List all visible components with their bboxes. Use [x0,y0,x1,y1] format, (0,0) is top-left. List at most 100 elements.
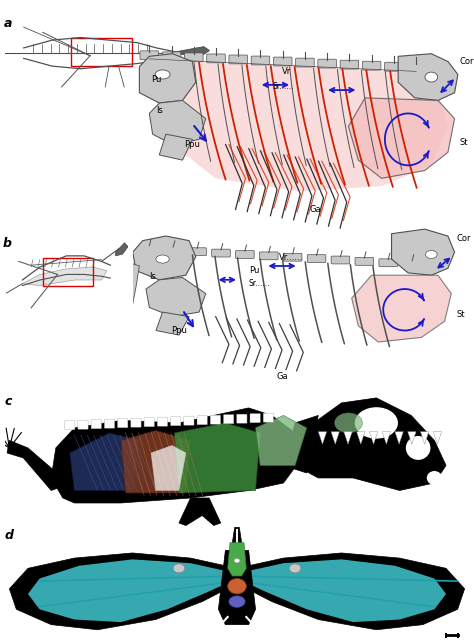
Ellipse shape [155,70,170,79]
Polygon shape [344,431,352,444]
FancyBboxPatch shape [188,248,206,255]
FancyBboxPatch shape [283,253,302,261]
Polygon shape [295,398,446,490]
Ellipse shape [229,596,245,607]
Polygon shape [121,431,191,493]
FancyBboxPatch shape [164,246,182,254]
Polygon shape [139,54,196,103]
Polygon shape [149,100,206,145]
FancyBboxPatch shape [307,255,326,262]
FancyBboxPatch shape [236,250,254,259]
Polygon shape [408,431,416,444]
Text: Pu: Pu [151,76,161,84]
Polygon shape [433,431,442,444]
Text: Vr: Vr [282,67,292,77]
FancyBboxPatch shape [184,416,194,425]
Text: Ppu: Ppu [171,326,187,335]
FancyBboxPatch shape [273,57,292,66]
Text: Ppu: Ppu [184,140,201,149]
FancyBboxPatch shape [91,420,101,429]
Bar [44,258,93,285]
Polygon shape [182,61,448,191]
FancyBboxPatch shape [407,63,425,72]
Polygon shape [398,54,458,100]
FancyBboxPatch shape [224,415,234,424]
Polygon shape [151,445,186,490]
Text: Vr......: Vr...... [279,253,303,262]
Text: St: St [459,138,468,147]
FancyBboxPatch shape [250,413,260,422]
FancyBboxPatch shape [237,414,247,423]
FancyBboxPatch shape [379,259,398,267]
Text: Ga: Ga [276,372,288,381]
FancyBboxPatch shape [104,419,115,428]
Polygon shape [395,431,403,444]
FancyBboxPatch shape [207,54,225,63]
Polygon shape [28,559,237,622]
Polygon shape [22,267,107,285]
FancyBboxPatch shape [318,59,337,68]
Ellipse shape [173,564,185,573]
Text: Sr......: Sr...... [272,82,293,91]
Polygon shape [156,312,189,335]
FancyBboxPatch shape [210,415,220,424]
Text: Cor: Cor [456,234,471,243]
Polygon shape [51,408,302,503]
Polygon shape [230,527,244,568]
FancyBboxPatch shape [362,61,381,70]
FancyBboxPatch shape [78,420,88,429]
FancyBboxPatch shape [131,418,141,427]
Polygon shape [382,431,391,444]
Ellipse shape [428,472,441,484]
FancyBboxPatch shape [140,245,159,253]
Text: Cor: Cor [459,57,474,66]
Text: St: St [456,310,465,319]
Polygon shape [175,47,210,54]
Text: c: c [5,396,12,408]
Ellipse shape [228,579,246,594]
FancyBboxPatch shape [144,418,155,427]
FancyBboxPatch shape [259,252,278,260]
FancyBboxPatch shape [355,257,374,266]
FancyBboxPatch shape [171,417,181,426]
Polygon shape [7,440,63,490]
Polygon shape [348,98,455,179]
Polygon shape [356,431,365,444]
Ellipse shape [335,413,363,433]
Polygon shape [420,431,429,444]
Text: b: b [3,237,12,250]
Text: d: d [5,529,14,541]
Polygon shape [116,243,128,256]
Text: Ga: Ga [310,205,321,214]
FancyBboxPatch shape [263,413,273,422]
Ellipse shape [156,255,169,263]
Polygon shape [352,275,451,342]
Polygon shape [9,553,237,630]
Polygon shape [116,264,139,326]
FancyBboxPatch shape [229,55,247,64]
Polygon shape [255,415,307,465]
Polygon shape [133,236,196,280]
FancyBboxPatch shape [157,417,167,426]
FancyBboxPatch shape [340,60,359,69]
Polygon shape [369,431,378,444]
Ellipse shape [234,558,240,563]
Polygon shape [228,543,246,576]
Polygon shape [331,431,339,444]
FancyBboxPatch shape [384,62,403,71]
FancyBboxPatch shape [331,256,350,264]
Text: Is: Is [156,106,163,115]
FancyBboxPatch shape [251,56,270,65]
Text: Pu: Pu [249,266,259,275]
Polygon shape [283,415,319,473]
Ellipse shape [289,564,301,573]
FancyBboxPatch shape [212,249,230,257]
Ellipse shape [356,408,397,438]
Ellipse shape [425,72,438,82]
Polygon shape [237,559,446,622]
Ellipse shape [426,250,437,259]
FancyBboxPatch shape [64,420,75,429]
Polygon shape [319,431,327,444]
Bar [71,38,132,66]
Polygon shape [219,550,255,625]
